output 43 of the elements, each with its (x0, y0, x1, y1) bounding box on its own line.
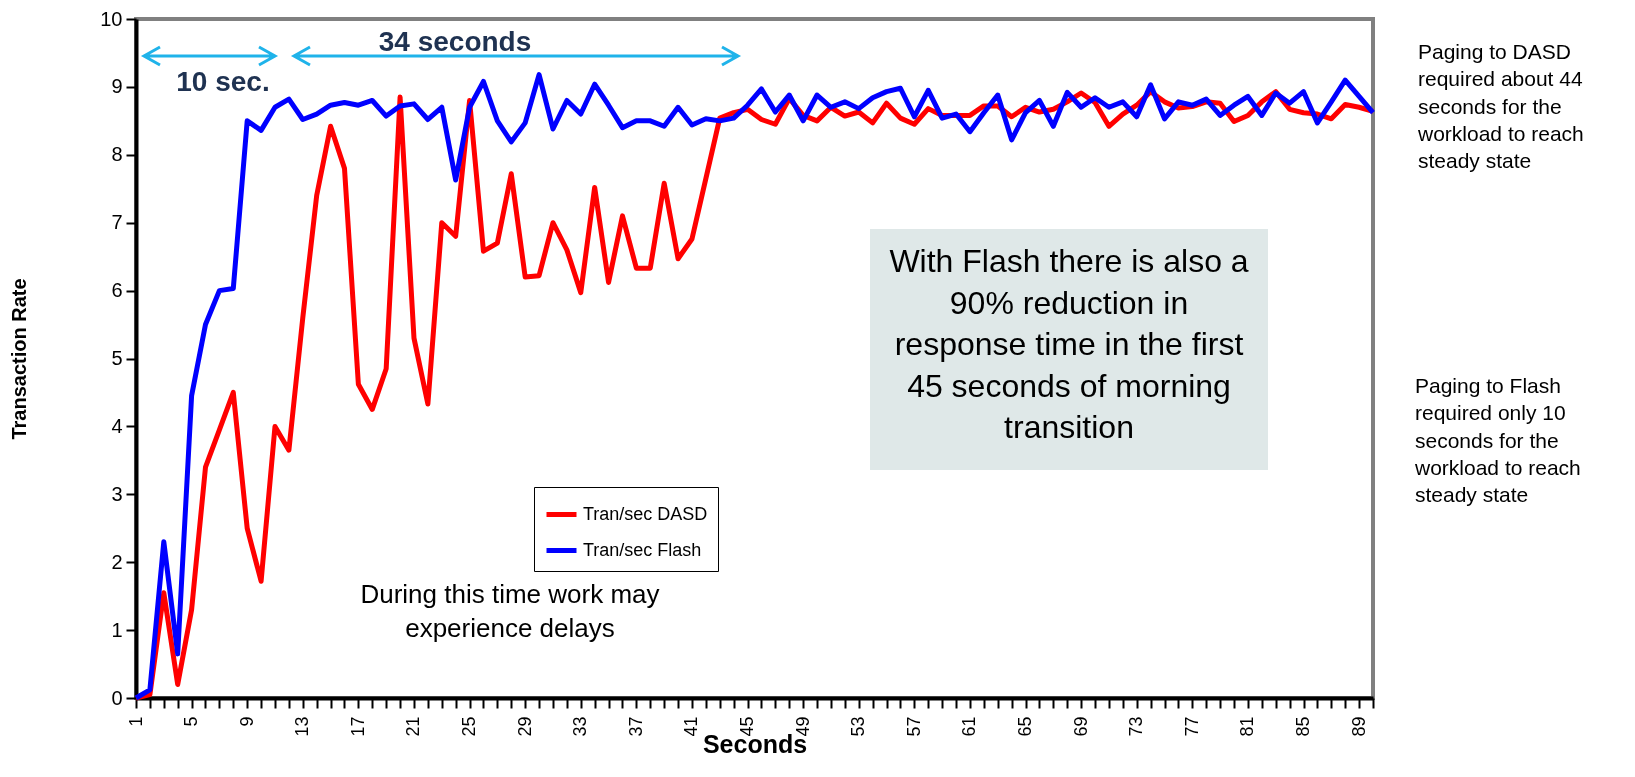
x-tick-label: 33 (570, 716, 591, 737)
annotation: 10 sec. (175, 65, 271, 99)
x-tick-label: 37 (625, 716, 646, 737)
x-tick-label: 53 (848, 716, 869, 737)
x-tick-label: 17 (347, 716, 368, 737)
x-tick-label: 81 (1237, 716, 1258, 737)
annotation: During this time work may experience delays (359, 578, 661, 645)
text: Paging to Flash required only 10 seconds for the workload to reach steady state (1415, 373, 1582, 509)
legend-label: Tran/sec Flash (583, 539, 702, 560)
y-axis-title: Transaction Rate (8, 278, 31, 440)
annotation: 34 seconds (377, 25, 533, 59)
x-tick-label: 69 (1070, 716, 1091, 737)
x-tick-label: 65 (1015, 716, 1036, 737)
legend-label: Tran/sec DASD (583, 503, 708, 524)
x-tick-label: 57 (903, 716, 924, 737)
annotation: With Flash there is also a 90% reduction in response time in the first 45 seconds of morning transition (870, 229, 1268, 470)
x-tick-label: 41 (681, 716, 702, 737)
y-tick-label: 7 (111, 211, 123, 234)
x-tick-label: 5 (181, 716, 202, 727)
x-tick-label: 29 (514, 716, 535, 737)
x-tick-label: 49 (792, 716, 813, 737)
x-tick-label: 89 (1348, 716, 1369, 737)
y-tick-label: 6 (111, 279, 123, 302)
x-tick-label: 61 (959, 716, 980, 737)
y-tick-label: 8 (111, 143, 123, 166)
x-tick-label: 45 (737, 716, 758, 737)
y-tick-label: 1 (111, 618, 123, 641)
text: Paging to DASD required about 44 seconds for the workload to reach steady state (1418, 39, 1585, 175)
x-tick-label: 73 (1126, 716, 1147, 737)
x-tick-label: 25 (459, 716, 480, 737)
y-tick-label: 0 (111, 686, 123, 709)
x-tick-label: 1 (125, 716, 146, 727)
x-tick-label: 13 (292, 716, 313, 737)
y-tick-label: 9 (111, 75, 123, 98)
y-tick-label: 3 (111, 482, 123, 505)
x-tick-label: 77 (1181, 716, 1202, 737)
x-tick-label: 9 (236, 716, 257, 727)
x-tick-label: 85 (1293, 716, 1314, 737)
y-tick-label: 10 (100, 7, 123, 30)
y-tick-label: 4 (111, 414, 123, 437)
x-tick-label: 21 (403, 716, 424, 737)
y-tick-label: 2 (111, 550, 123, 573)
y-tick-label: 5 (111, 347, 123, 369)
